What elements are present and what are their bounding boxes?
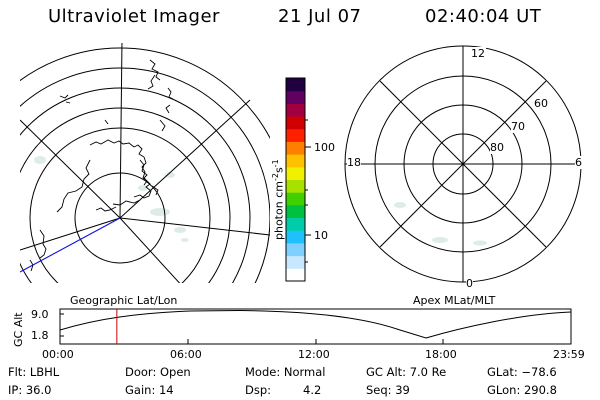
colorbar-cell [286,116,305,130]
colorbar-cell [286,166,305,180]
colorbar-cell [286,78,305,92]
time-tick-3: 18:00 [425,348,457,361]
colorbar-cell [286,192,305,206]
glat-info: GLat: −78.6 [487,365,557,379]
gc-alt-info: GC Alt: 7.0 Re [366,365,447,379]
dsp-label: Dsp: [245,383,272,397]
colorbar-unit-s: s [272,167,286,174]
dsp-value: 4.2 [303,383,322,397]
meridian [20,217,121,251]
mode-info: Mode: Normal [245,365,326,379]
colorbar-cell [286,103,305,117]
mlt-label-18: 18 [347,156,361,169]
gain-info: Gain: 14 [125,383,174,397]
door-info: Door: Open [125,365,191,379]
colorbar-cell [286,217,305,231]
colorbar-unit-label: photon cm-2s-1 [271,159,286,240]
colorbar-cell [286,255,305,269]
lat-circle [20,107,231,283]
colorbar [285,77,311,282]
colorbar-cell [286,90,305,104]
altitude-axis-label: GC Alt [12,312,25,347]
mlat-label-80: 80 [490,141,504,154]
colorbar-cell [286,154,305,168]
image-date: 21 Jul 07 [278,6,362,27]
seq-info: Seq: 39 [366,383,410,397]
lat-circle [20,87,251,283]
colorbar-cell [286,141,305,155]
mlt-label-12: 12 [470,47,486,60]
altitude-plot [59,308,572,345]
image-time: 02:40:04 UT [425,6,542,27]
meridian [20,119,121,219]
colorbar-unit-exp2: -1 [271,159,280,168]
app-title: Ultraviolet Imager [48,6,220,27]
colorbar-cell [286,128,305,142]
altitude-y-max: 9.0 [31,308,49,321]
lat-circle [74,172,166,264]
colorbar-unit-exp1: -2 [271,173,280,182]
mlat-label-60: 60 [534,97,548,110]
ip-info: IP: 36.0 [8,383,52,397]
filter-info: Flt: LBHL [8,365,60,379]
geographic-map-label: Geographic Lat/Lon [70,294,178,307]
colorbar-cell [286,242,305,257]
colorbar-tick-10: 10 [314,229,328,242]
time-tick-1: 06:00 [170,348,202,361]
glon-info: GLon: 290.8 [487,383,557,397]
lat-circle [20,47,270,140]
colorbar-cell [286,179,305,193]
time-tick-2: 12:00 [298,348,330,361]
altitude-curve [59,309,572,339]
mlt-diag-2 [379,80,547,248]
time-tick-4: 23:59 [553,348,585,361]
colorbar-unit-main: photon cm [272,181,286,240]
apex-map-label: Apex MLat/MLT [413,294,496,307]
altitude-y-min: 1.8 [31,329,49,342]
time-tick-0: 00:00 [42,348,74,361]
lat-circle [29,127,211,283]
colorbar-cell [286,268,305,282]
lat-circle [20,67,270,283]
colorbar-cell [286,204,305,219]
mlat-label-70: 70 [511,120,525,133]
meridian [119,217,270,236]
colorbar-tick-100: 100 [314,141,335,154]
meridian [119,217,181,283]
mlt-label-0: 0 [466,277,473,290]
meridian [119,43,123,219]
satellite-track-line [20,217,121,273]
meridian [119,99,251,219]
mlat-mlt-grid [344,45,582,283]
colorbar-cell [286,230,305,244]
coastline [59,94,117,212]
coastline [29,59,174,272]
geographic-map [20,43,270,283]
mlt-label-6: 6 [575,156,582,169]
